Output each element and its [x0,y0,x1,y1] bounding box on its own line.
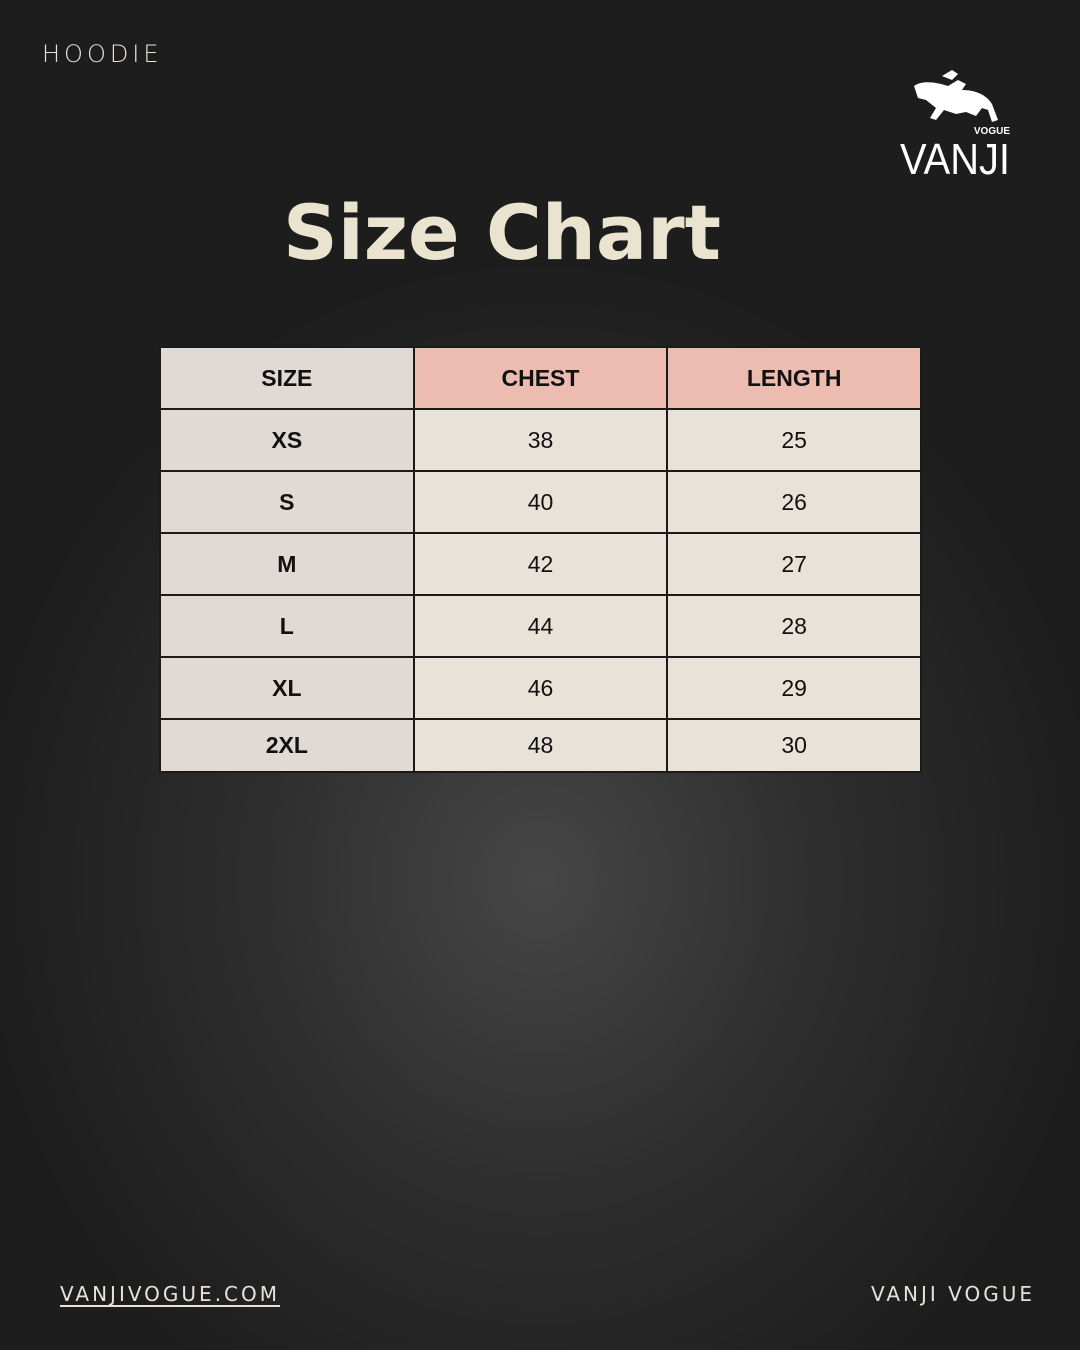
brand-logo: VOGUE VANJI [900,70,1010,184]
table-row: L 44 28 [159,594,922,658]
column-header-size: SIZE [159,346,415,410]
chest-cell: 44 [412,594,669,658]
chest-cell: 38 [412,408,669,472]
size-cell: L [159,594,415,658]
length-cell: 26 [666,470,922,534]
size-chart-table: SIZE CHEST LENGTH XS 38 25 S 40 26 M 42 27 L 44 28 X… [159,346,922,773]
table-row: 2XL 48 30 [159,718,922,773]
table-row: S 40 26 [159,470,922,534]
logo-subtext: VOGUE [974,126,1010,137]
chest-cell: 46 [412,656,669,720]
column-header-length: LENGTH [666,346,922,410]
length-cell: 30 [666,718,922,773]
column-header-chest: CHEST [412,346,669,410]
table-row: XS 38 25 [159,408,922,472]
page-title: Size Chart [282,188,721,277]
size-cell: S [159,470,415,534]
website-link[interactable]: VANJIVOGUE.COM [60,1282,281,1306]
table-header-row: SIZE CHEST LENGTH [159,346,922,410]
horse-jumper-icon [914,70,998,122]
table-row: XL 46 29 [159,656,922,720]
length-cell: 27 [666,532,922,596]
size-cell: M [159,532,415,596]
size-cell: 2XL [159,718,415,773]
product-category: HOODIE [42,40,163,68]
table-row: M 42 27 [159,532,922,596]
brand-name: VANJI VOGUE [870,1282,1035,1306]
chest-cell: 42 [412,532,669,596]
length-cell: 29 [666,656,922,720]
length-cell: 25 [666,408,922,472]
chest-cell: 40 [412,470,669,534]
length-cell: 28 [666,594,922,658]
size-cell: XS [159,408,415,472]
chest-cell: 48 [412,718,669,773]
size-cell: XL [159,656,415,720]
logo-text: VANJI [900,135,1010,184]
